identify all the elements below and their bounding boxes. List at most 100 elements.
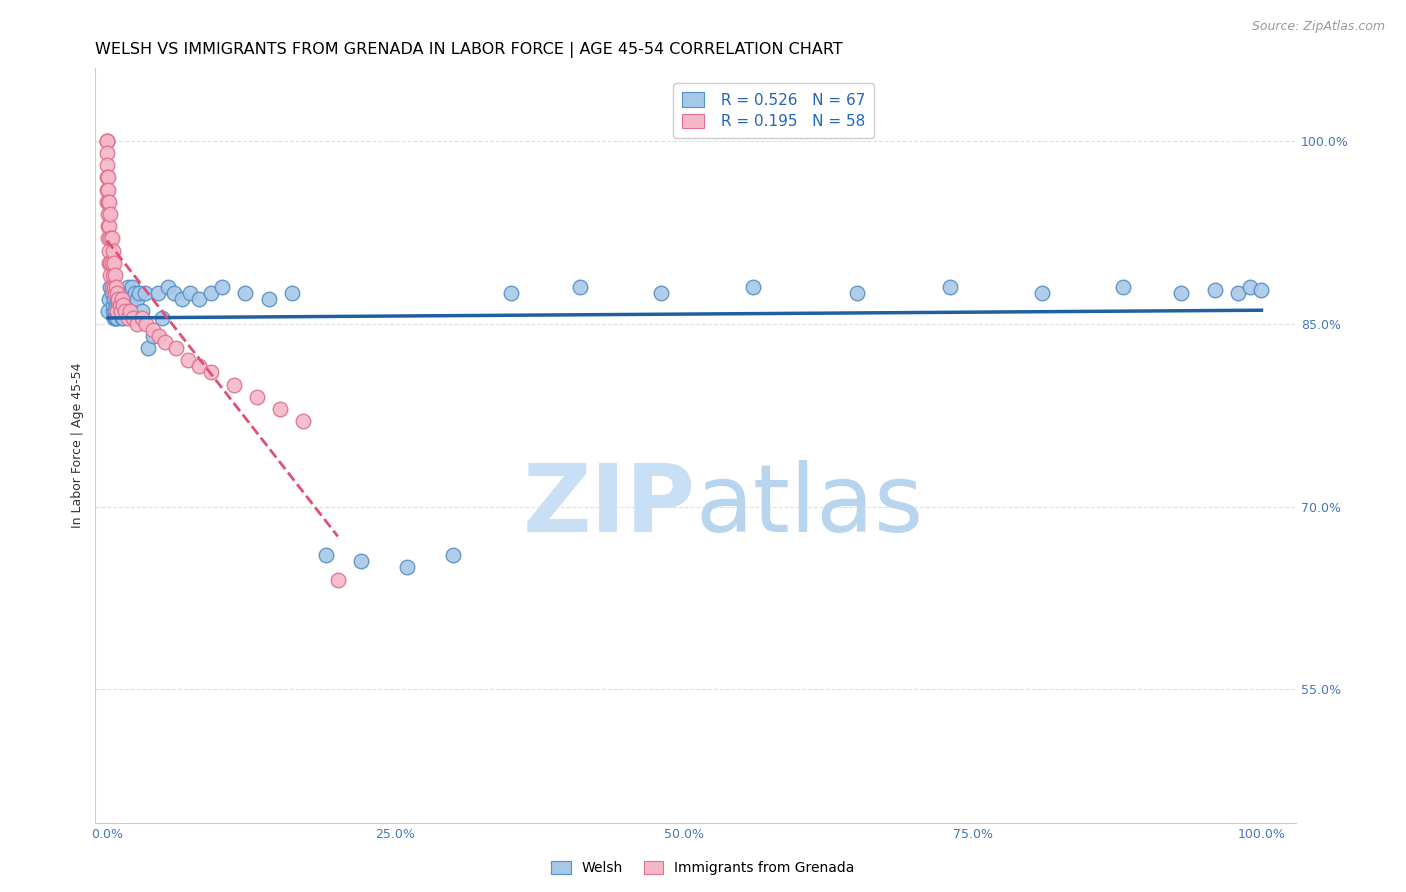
Point: [100, 256, 122, 270]
Point: [110, 298, 132, 312]
Point: [211, 280, 233, 294]
Point: [269, 402, 291, 417]
Point: [98, 256, 121, 270]
Point: [114, 298, 136, 312]
Point: [124, 286, 146, 301]
Point: [97, 194, 120, 209]
Point: [107, 298, 129, 312]
Point: [650, 286, 672, 301]
Text: atlas: atlas: [696, 460, 924, 552]
Point: [111, 293, 134, 307]
Point: [105, 304, 128, 318]
Point: [148, 329, 170, 343]
Point: [105, 310, 128, 325]
Point: [101, 268, 124, 282]
Point: [96, 146, 118, 161]
Point: [98, 293, 121, 307]
Point: [96, 183, 118, 197]
Point: [98, 207, 121, 221]
Point: [1227, 286, 1250, 301]
Point: [499, 286, 522, 301]
Point: [280, 286, 302, 301]
Point: [100, 286, 122, 301]
Point: [98, 219, 121, 234]
Text: WELSH VS IMMIGRANTS FROM GRENADA IN LABOR FORCE | AGE 45-54 CORRELATION CHART: WELSH VS IMMIGRANTS FROM GRENADA IN LABO…: [96, 42, 844, 58]
Point: [118, 298, 141, 312]
Point: [125, 317, 148, 331]
Point: [235, 286, 257, 301]
Point: [326, 573, 349, 587]
Point: [108, 293, 131, 307]
Point: [96, 134, 118, 148]
Point: [246, 390, 269, 404]
Point: [742, 280, 765, 294]
Point: [100, 280, 122, 294]
Point: [110, 304, 132, 318]
Point: [110, 304, 132, 318]
Legend: Welsh, Immigrants from Grenada: Welsh, Immigrants from Grenada: [546, 855, 860, 880]
Point: [128, 286, 150, 301]
Point: [1250, 283, 1272, 297]
Point: [146, 286, 169, 301]
Point: [103, 293, 125, 307]
Point: [177, 353, 200, 368]
Point: [131, 304, 153, 318]
Point: [104, 310, 127, 325]
Point: [396, 560, 419, 574]
Text: ZIP: ZIP: [523, 460, 696, 552]
Point: [138, 341, 160, 355]
Point: [163, 286, 186, 301]
Point: [104, 268, 127, 282]
Point: [96, 134, 118, 148]
Point: [569, 280, 592, 294]
Point: [112, 293, 135, 307]
Point: [97, 207, 120, 221]
Point: [938, 280, 960, 294]
Point: [134, 286, 156, 301]
Point: [96, 170, 118, 185]
Point: [165, 341, 187, 355]
Point: [135, 317, 157, 331]
Point: [105, 280, 128, 294]
Point: [121, 280, 143, 294]
Point: [117, 280, 139, 294]
Point: [118, 304, 141, 318]
Point: [200, 286, 222, 301]
Point: [98, 268, 121, 282]
Point: [97, 304, 120, 318]
Point: [104, 286, 127, 301]
Point: [103, 256, 125, 270]
Point: [107, 293, 129, 307]
Point: [98, 256, 121, 270]
Point: [108, 298, 131, 312]
Point: [105, 286, 128, 301]
Point: [104, 304, 127, 318]
Point: [1170, 286, 1192, 301]
Point: [157, 280, 180, 294]
Point: [96, 194, 118, 209]
Point: [179, 286, 201, 301]
Point: [122, 310, 145, 325]
Point: [200, 366, 222, 380]
Point: [1112, 280, 1135, 294]
Point: [108, 304, 131, 318]
Point: [142, 323, 165, 337]
Point: [97, 219, 120, 234]
Point: [1204, 283, 1226, 297]
Point: [97, 231, 120, 245]
Point: [111, 304, 134, 318]
Point: [98, 194, 121, 209]
Point: [846, 286, 869, 301]
Point: [118, 286, 141, 301]
Point: [112, 298, 135, 312]
Point: [96, 158, 118, 172]
Point: [315, 548, 337, 562]
Point: [105, 310, 128, 325]
Legend:  R = 0.526   N = 67,  R = 0.195   N = 58: R = 0.526 N = 67, R = 0.195 N = 58: [673, 83, 875, 138]
Point: [105, 298, 128, 312]
Point: [100, 231, 122, 245]
Point: [101, 304, 124, 318]
Point: [150, 310, 173, 325]
Point: [97, 183, 120, 197]
Point: [107, 293, 129, 307]
